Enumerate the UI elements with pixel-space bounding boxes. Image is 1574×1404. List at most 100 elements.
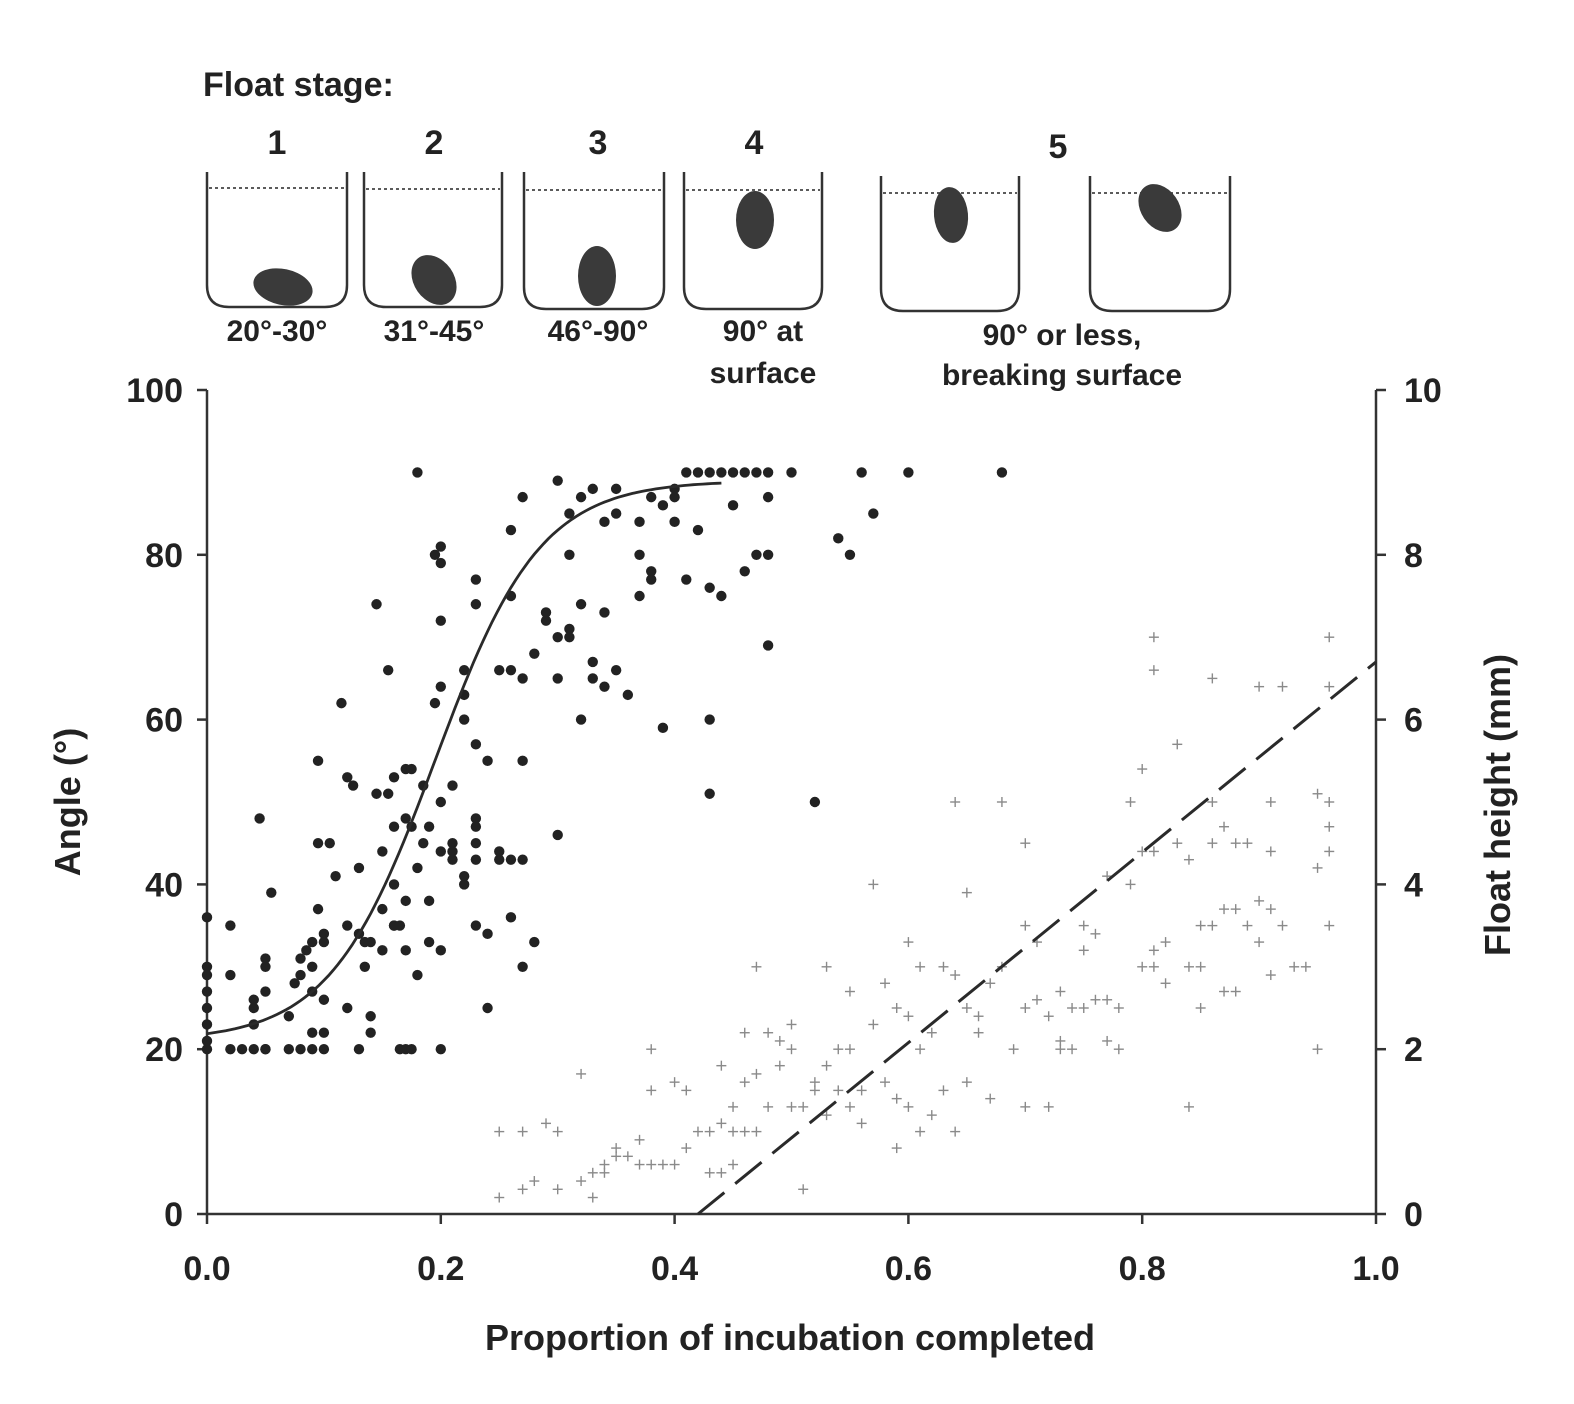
angle-point: [225, 969, 236, 981]
angle-point: [423, 821, 435, 832]
angle-point: [412, 969, 423, 981]
beaker-stage-3: [522, 172, 666, 311]
angle-point: [482, 755, 493, 766]
angle-point: [669, 516, 680, 528]
angle-point: [470, 813, 482, 824]
angle-point: [365, 1027, 376, 1038]
angle-point: [347, 780, 359, 791]
float-height-point: [1219, 821, 1230, 832]
angle-point: [371, 599, 382, 610]
stage-caption-1: 20°-30°: [227, 315, 328, 348]
float-height-point: [517, 1184, 528, 1195]
float-height-point: [950, 970, 961, 981]
float-height-point: [1090, 928, 1101, 939]
angle-point: [447, 838, 458, 849]
float-height-point: [1230, 986, 1241, 997]
float-height-point: [681, 1143, 692, 1154]
angle-point: [254, 813, 265, 824]
angle-point: [225, 1044, 236, 1055]
angle-point: [762, 549, 774, 560]
angle-point: [388, 821, 400, 832]
angle-point: [657, 500, 669, 511]
angle-point: [727, 500, 739, 511]
float-height-point: [576, 1176, 587, 1187]
angle-point: [470, 821, 482, 832]
float-height-point: [494, 1126, 505, 1137]
egg-icon: [253, 268, 313, 306]
float-height-point: [716, 1118, 727, 1129]
angle-point: [762, 491, 774, 503]
y2-tick-label: 4: [1404, 866, 1423, 904]
beaker-stage-5b: [1088, 176, 1232, 313]
angle-point: [318, 936, 330, 948]
float-height-point: [1090, 994, 1101, 1005]
angle-point: [312, 755, 324, 766]
angle-point: [458, 870, 470, 882]
float-height-point: [1207, 797, 1218, 807]
angle-point: [599, 607, 610, 618]
angle-point: [201, 1019, 213, 1030]
angle-point: [575, 491, 587, 503]
float-height-point: [657, 1159, 668, 1170]
float-height-point: [844, 1044, 855, 1055]
egg-icon: [736, 191, 774, 249]
float-stage-heading: Float stage:: [203, 66, 394, 104]
angle-point: [634, 549, 645, 560]
angle-point: [248, 994, 259, 1005]
stage-number-2: 2: [425, 124, 444, 162]
angle-point: [312, 903, 324, 915]
float-height-point: [856, 1118, 867, 1129]
angle-point: [318, 1044, 330, 1055]
float-height-point: [774, 1060, 785, 1071]
angle-point: [494, 664, 505, 676]
angle-point: [517, 673, 528, 684]
angle-point: [739, 467, 750, 478]
float-height-point: [1265, 904, 1276, 915]
angle-point: [260, 953, 271, 964]
egg-icon: [933, 187, 969, 243]
float-height-point: [1043, 1101, 1054, 1112]
float-height-point: [704, 1126, 715, 1137]
angle-point: [377, 903, 388, 915]
angle-point: [587, 673, 598, 684]
y2-tick-label: 2: [1404, 1031, 1423, 1069]
angle-point: [429, 697, 441, 709]
float-height-point: [1289, 961, 1300, 972]
float-height-point: [1207, 920, 1218, 931]
float-height-point: [1230, 838, 1241, 849]
beaker-stage-5a: [879, 176, 1021, 313]
angle-point: [201, 969, 213, 981]
angle-point: [342, 920, 353, 931]
angle-point: [318, 928, 330, 940]
float-height-point: [1160, 978, 1171, 989]
angle-point: [406, 1044, 417, 1055]
float-height-point: [903, 1011, 914, 1022]
angle-point: [552, 673, 563, 684]
x-tick-label: 0.4: [651, 1250, 698, 1288]
float-height-point: [961, 1003, 972, 1013]
x-tick-label: 0.8: [1119, 1250, 1166, 1288]
angle-point: [599, 681, 610, 692]
angle-point: [307, 936, 318, 948]
angle-point: [903, 467, 914, 478]
angle-point: [634, 516, 645, 528]
float-height-point: [552, 1126, 563, 1137]
float-height-point: [868, 879, 879, 890]
angle-point: [400, 945, 411, 956]
float-height-fit-line: [697, 660, 1377, 1216]
angle-point: [657, 722, 669, 734]
angle-point: [610, 508, 622, 519]
float-height-point: [587, 1167, 598, 1178]
y2-tick-label: 8: [1404, 537, 1423, 575]
right-axis-title: Float height (mm): [1477, 654, 1518, 956]
left-axis-ticks: 0 20 40 60 80 100: [126, 372, 207, 1234]
angle-point: [786, 467, 797, 478]
angle-point: [458, 664, 470, 676]
float-height-point: [856, 1085, 867, 1096]
angle-point: [418, 838, 429, 849]
float-height-point: [1055, 1044, 1066, 1055]
x-axis-ticks: 0.0 0.2 0.4 0.6 0.8 1.0: [183, 1214, 1400, 1288]
angle-point: [324, 838, 335, 849]
float-height-point: [646, 1085, 657, 1096]
